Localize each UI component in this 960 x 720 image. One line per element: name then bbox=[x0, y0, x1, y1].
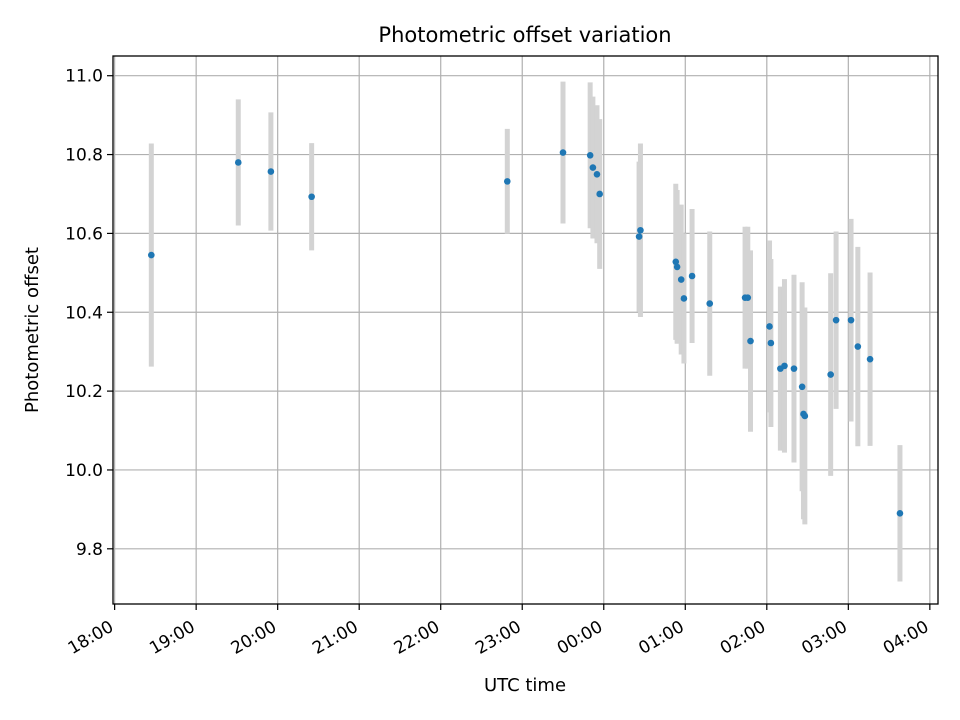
data-point bbox=[586, 152, 594, 159]
data-point bbox=[854, 343, 862, 350]
y-tick-label: 10.6 bbox=[65, 224, 103, 244]
x-axis-label: UTC time bbox=[484, 675, 566, 696]
data-point bbox=[635, 233, 643, 240]
data-point bbox=[680, 295, 688, 302]
data-point bbox=[747, 337, 754, 345]
y-tick-label: 10.0 bbox=[65, 461, 103, 481]
data-point bbox=[847, 316, 855, 324]
data-point bbox=[234, 159, 242, 166]
y-tick-label: 10.8 bbox=[65, 146, 103, 166]
y-axis-ticks: 9.8 10.0 10.2 10.4 10.6 10.8 11.0 bbox=[65, 67, 113, 560]
data-point bbox=[827, 371, 834, 378]
data-point bbox=[308, 193, 315, 201]
data-point bbox=[790, 365, 798, 372]
data-point bbox=[503, 178, 511, 185]
data-points bbox=[148, 149, 904, 517]
y-axis-label: Photometric offset bbox=[22, 247, 43, 413]
data-point bbox=[781, 362, 788, 370]
chart-title: Photometric offset variation bbox=[378, 23, 671, 47]
data-point bbox=[677, 276, 685, 283]
data-point bbox=[589, 164, 597, 171]
data-point bbox=[744, 294, 752, 301]
data-point bbox=[798, 383, 806, 391]
y-tick-label: 10.4 bbox=[65, 303, 103, 323]
data-point bbox=[596, 190, 603, 198]
data-point bbox=[673, 263, 681, 271]
data-point bbox=[559, 149, 567, 156]
y-tick-label: 9.8 bbox=[76, 540, 103, 560]
data-point bbox=[706, 300, 714, 307]
y-tick-label: 10.2 bbox=[65, 382, 103, 402]
data-point bbox=[896, 510, 904, 517]
data-point bbox=[766, 323, 773, 330]
y-tick-label: 11.0 bbox=[65, 67, 103, 87]
data-point bbox=[148, 251, 155, 259]
plot-frame bbox=[112, 55, 939, 605]
data-point bbox=[637, 226, 644, 234]
data-point bbox=[688, 272, 696, 280]
data-point bbox=[801, 412, 809, 420]
data-point bbox=[593, 170, 601, 178]
data-point bbox=[832, 316, 840, 324]
data-point bbox=[866, 355, 874, 363]
data-point bbox=[672, 258, 680, 266]
data-point bbox=[267, 168, 275, 175]
data-point bbox=[767, 339, 775, 347]
